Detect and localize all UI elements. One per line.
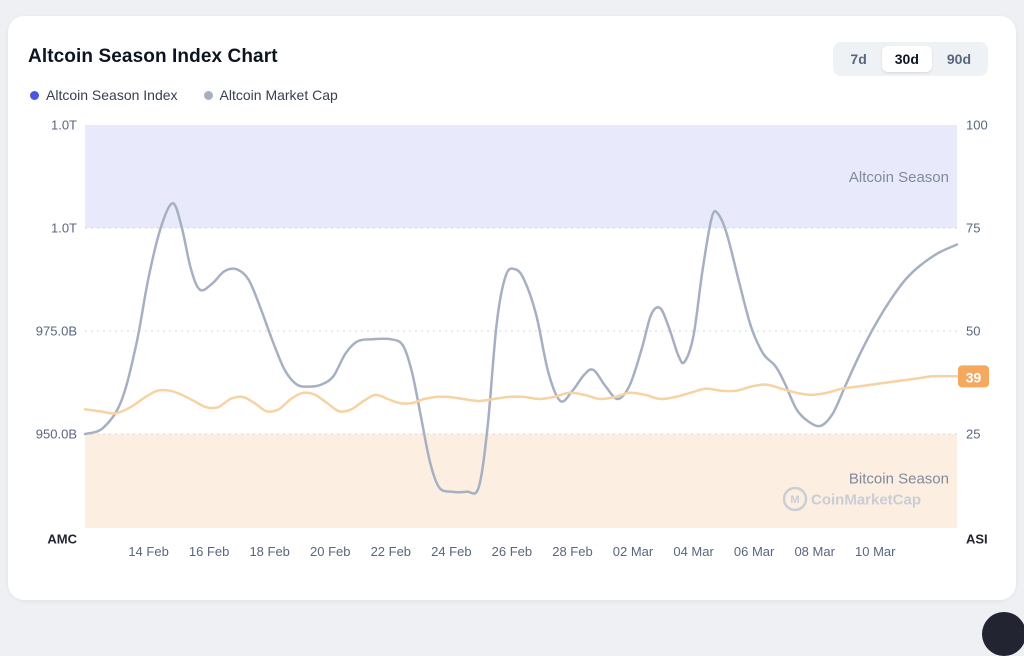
x-axis-tick-label: 22 Feb (371, 544, 411, 559)
series-right (83, 374, 959, 415)
coinmarketcap-logo-letter: M (790, 494, 799, 506)
range-7d-button[interactable]: 7d (837, 46, 879, 72)
chart-card: Altcoin Season Index Chart 7d 30d 90d Al… (8, 16, 1016, 600)
x-axis-tick-label: 06 Mar (734, 544, 775, 559)
series-left (83, 202, 959, 495)
x-axis-tick-label: 10 Mar (855, 544, 896, 559)
x-axis-tick-label: 24 Feb (431, 544, 471, 559)
right-axis-label: 100 (966, 118, 988, 133)
bitcoin-season-band-label: Bitcoin Season (849, 471, 949, 488)
x-axis-tick-label: 28 Feb (552, 544, 592, 559)
legend-item-altcoin-season-index[interactable]: Altcoin Season Index (30, 87, 178, 103)
x-axis-tick-label: 26 Feb (492, 544, 532, 559)
watermark-text: CoinMarketCap (811, 492, 921, 509)
season-band (85, 125, 957, 228)
current-value-text: 39 (966, 369, 982, 385)
left-axis-label: 1.0T (51, 118, 77, 133)
scroll-to-top-button[interactable] (982, 612, 1024, 656)
legend-item-altcoin-market-cap[interactable]: Altcoin Market Cap (203, 87, 338, 103)
chart-legend: Altcoin Season Index Altcoin Market Cap (30, 87, 338, 103)
range-90d-button[interactable]: 90d (934, 46, 984, 72)
legend-label: Altcoin Market Cap (219, 87, 338, 103)
right-axis-name: ASI (966, 532, 988, 547)
range-30d-button[interactable]: 30d (881, 46, 932, 72)
legend-label: Altcoin Season Index (46, 87, 178, 103)
coinmarketcap-logo-icon (782, 486, 808, 512)
legend-dot-blue-icon (30, 90, 39, 100)
x-axis-tick-label: 16 Feb (189, 544, 229, 559)
altcoin-season-band-label: Altcoin Season (849, 169, 949, 186)
left-axis-label: 950.0B (36, 427, 77, 442)
x-axis-tick-label: 18 Feb (249, 544, 289, 559)
left-axis-name: AMC (47, 532, 77, 547)
x-axis-tick-label: 20 Feb (310, 544, 350, 559)
right-axis-label: 75 (966, 221, 980, 236)
page-title: Altcoin Season Index Chart (28, 46, 278, 67)
right-axis-label: 50 (966, 324, 980, 339)
legend-dot-gray-icon (203, 90, 213, 100)
x-axis-tick-label: 14 Feb (128, 544, 168, 559)
right-axis-label: 25 (966, 427, 980, 442)
chart-canvas[interactable]: Altcoin Season Bitcoin Season M CoinMarketC… (8, 116, 1016, 586)
range-selector: 7d 30d 90d (833, 42, 988, 76)
x-axis-tick-label: 02 Mar (613, 544, 654, 559)
x-axis-tick-label: 04 Mar (673, 544, 714, 559)
season-band (85, 434, 957, 528)
current-value-badge (958, 365, 989, 388)
x-axis-tick-label: 08 Mar (794, 544, 835, 559)
left-axis-label: 1.0T (51, 221, 77, 236)
left-axis-label: 975.0B (36, 324, 77, 339)
